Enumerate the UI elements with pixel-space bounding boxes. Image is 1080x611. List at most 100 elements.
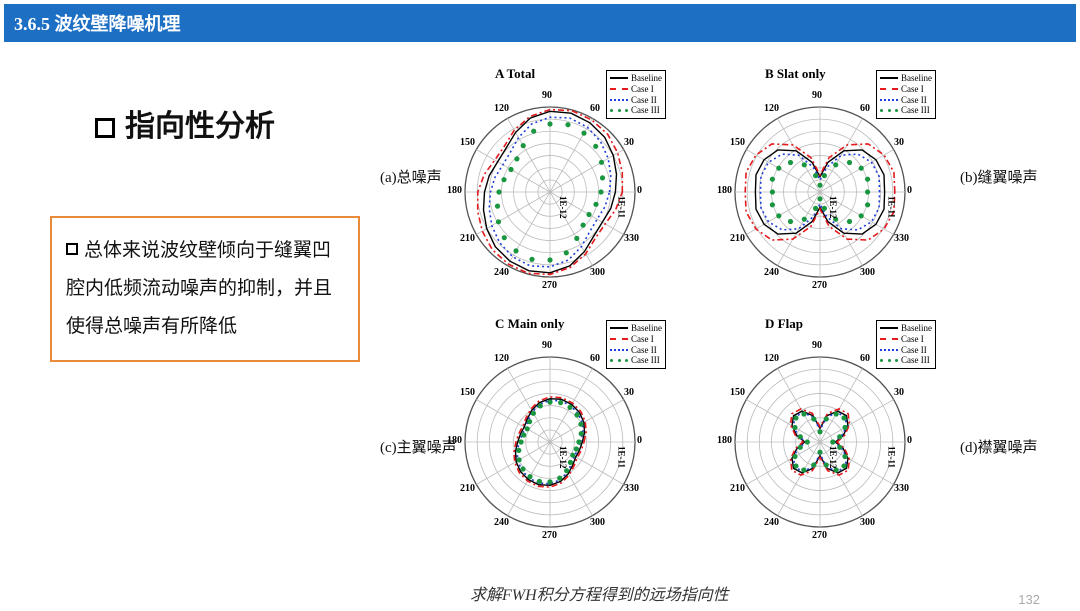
radial-tick-label: 1E-11 — [886, 196, 896, 218]
angle-tick-label: 210 — [730, 483, 745, 494]
chart-title: A Total — [495, 66, 535, 82]
angle-tick-label: 150 — [730, 137, 745, 148]
legend-label: Case I — [631, 334, 654, 345]
legend-item: Case II — [880, 95, 932, 106]
bullet-square-icon — [66, 243, 78, 255]
polar-chart-A: A Total03060901201501802102402703003301E… — [420, 66, 670, 296]
legend-label: Case III — [901, 105, 930, 116]
angle-tick-label: 30 — [894, 137, 904, 148]
section-title: 波纹壁降噪机理 — [55, 14, 181, 34]
angle-tick-label: 300 — [590, 267, 605, 278]
radial-tick-label: 1E-11 — [616, 196, 626, 218]
bullet-square-icon — [95, 118, 115, 138]
radial-tick-label: 1E-12 — [558, 446, 568, 469]
radial-tick-label: 1E-12 — [558, 196, 568, 219]
angle-tick-label: 60 — [590, 103, 600, 114]
angle-tick-label: 240 — [764, 267, 779, 278]
angle-tick-label: 60 — [860, 353, 870, 364]
radial-tick-label: 1E-11 — [886, 446, 896, 468]
legend-label: Case II — [901, 345, 927, 356]
angle-tick-label: 180 — [717, 185, 732, 196]
angle-tick-label: 60 — [860, 103, 870, 114]
angle-tick-label: 330 — [894, 233, 909, 244]
angle-tick-label: 120 — [494, 103, 509, 114]
figure-caption: 求解FWH积分方程得到的远场指向性 — [470, 581, 729, 605]
legend-item: Baseline — [880, 73, 932, 84]
legend-item: Case III — [610, 105, 662, 116]
legend-item: Case II — [610, 95, 662, 106]
summary-text: 总体来说波纹壁倾向于缝翼凹腔内低频流动噪声的抑制，并且使得总噪声有所降低 — [66, 240, 332, 337]
legend-label: Case I — [631, 84, 654, 95]
legend-item: Baseline — [610, 323, 662, 334]
angle-tick-label: 240 — [494, 267, 509, 278]
subplot-label-d: (d)襟翼噪声 — [960, 436, 1038, 457]
legend-label: Case II — [631, 95, 657, 106]
legend-label: Case II — [901, 95, 927, 106]
subplot-label-b: (b)缝翼噪声 — [960, 166, 1038, 187]
angle-tick-label: 300 — [860, 517, 875, 528]
heading-text: 指向性分析 — [125, 110, 275, 143]
polar-chart-C: C Main only03060901201501802102402703003… — [420, 316, 670, 546]
angle-tick-label: 270 — [542, 280, 557, 291]
main-heading: 指向性分析 — [95, 101, 275, 145]
angle-tick-label: 210 — [460, 483, 475, 494]
angle-tick-label: 150 — [460, 137, 475, 148]
page-number: 132 — [1018, 592, 1040, 607]
legend-label: Baseline — [901, 73, 932, 84]
angle-tick-label: 180 — [447, 185, 462, 196]
angle-tick-label: 150 — [460, 387, 475, 398]
angle-tick-label: 30 — [624, 387, 634, 398]
legend-item: Case I — [880, 334, 932, 345]
angle-tick-label: 0 — [637, 185, 642, 196]
legend-item: Case I — [880, 84, 932, 95]
legend-item: Case II — [610, 345, 662, 356]
angle-tick-label: 90 — [812, 340, 822, 351]
chart-legend: BaselineCase ICase IICase III — [876, 70, 936, 119]
legend-item: Case III — [880, 105, 932, 116]
angle-tick-label: 60 — [590, 353, 600, 364]
legend-label: Case II — [631, 345, 657, 356]
chart-title: D Flap — [765, 316, 803, 332]
angle-tick-label: 30 — [894, 387, 904, 398]
legend-label: Baseline — [631, 323, 662, 334]
angle-tick-label: 240 — [494, 517, 509, 528]
legend-label: Case III — [901, 355, 930, 366]
angle-tick-label: 90 — [542, 340, 552, 351]
chart-legend: BaselineCase ICase IICase III — [876, 320, 936, 369]
angle-tick-label: 240 — [764, 517, 779, 528]
angle-tick-label: 0 — [637, 435, 642, 446]
legend-item: Case I — [610, 334, 662, 345]
slide-content: 指向性分析 总体来说波纹壁倾向于缝翼凹腔内低频流动噪声的抑制，并且使得总噪声有所… — [0, 46, 1080, 611]
angle-tick-label: 90 — [812, 90, 822, 101]
angle-tick-label: 150 — [730, 387, 745, 398]
summary-box: 总体来说波纹壁倾向于缝翼凹腔内低频流动噪声的抑制，并且使得总噪声有所降低 — [50, 216, 360, 362]
legend-label: Case I — [901, 334, 924, 345]
chart-legend: BaselineCase ICase IICase III — [606, 320, 666, 369]
angle-tick-label: 210 — [460, 233, 475, 244]
radial-tick-label: 1E-11 — [616, 446, 626, 468]
angle-tick-label: 30 — [624, 137, 634, 148]
legend-label: Case I — [901, 84, 924, 95]
legend-item: Case III — [880, 355, 932, 366]
angle-tick-label: 330 — [894, 483, 909, 494]
legend-item: Case II — [880, 345, 932, 356]
legend-item: Case III — [610, 355, 662, 366]
angle-tick-label: 180 — [717, 435, 732, 446]
polar-chart-B: B Slat only03060901201501802102402703003… — [690, 66, 940, 296]
angle-tick-label: 330 — [624, 483, 639, 494]
subplot-label-c: (c)主翼噪声 — [380, 436, 457, 457]
angle-tick-label: 120 — [494, 353, 509, 364]
angle-tick-label: 210 — [730, 233, 745, 244]
radial-tick-label: 1E-12 — [828, 196, 838, 219]
angle-tick-label: 0 — [907, 185, 912, 196]
polar-chart-D: D Flap03060901201501802102402703003301E-… — [690, 316, 940, 546]
angle-tick-label: 300 — [860, 267, 875, 278]
angle-tick-label: 120 — [764, 353, 779, 364]
angle-tick-label: 270 — [542, 530, 557, 541]
angle-tick-label: 120 — [764, 103, 779, 114]
subplot-label-a: (a)总噪声 — [380, 166, 442, 187]
legend-label: Baseline — [901, 323, 932, 334]
chart-legend: BaselineCase ICase IICase III — [606, 70, 666, 119]
legend-item: Case I — [610, 84, 662, 95]
section-header: 3.6.5 波纹壁降噪机理 — [4, 4, 1076, 42]
